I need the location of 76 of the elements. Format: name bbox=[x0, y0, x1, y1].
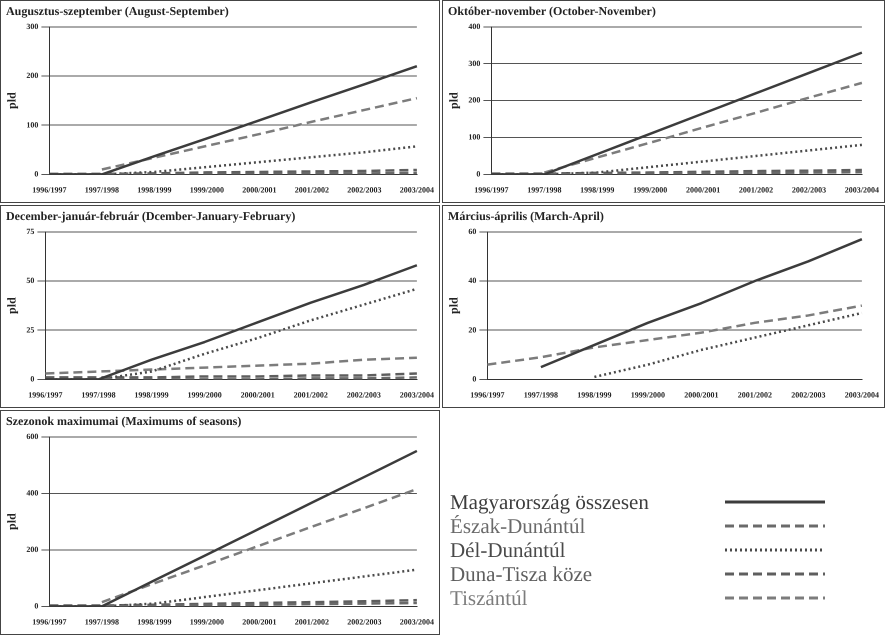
x-tick-label: 1998/1999 bbox=[134, 390, 169, 400]
y-tick-label: 25 bbox=[26, 325, 34, 334]
x-tick-label: 2003/2004 bbox=[400, 617, 434, 626]
x-tick-label: 1999/2000 bbox=[190, 185, 224, 194]
y-tick-label: 50 bbox=[26, 276, 34, 286]
y-tick-label: 40 bbox=[468, 276, 476, 286]
x-tick-label: 2003/2004 bbox=[844, 185, 880, 194]
x-tick-label: 1999/2000 bbox=[190, 617, 224, 626]
chart-title: Október-november (October-November) bbox=[448, 4, 657, 19]
text: Magyarország összesen bbox=[450, 490, 650, 514]
x-tick-label: 1997/1998 bbox=[527, 185, 562, 194]
x-tick-label: 2000/2001 bbox=[240, 390, 275, 400]
x-tick-label: 2002/2003 bbox=[791, 390, 826, 400]
x-tick-label: 2001/2002 bbox=[294, 185, 330, 194]
x-tick-label: 1996/1997 bbox=[32, 617, 67, 626]
x-tick-label: 1996/1997 bbox=[470, 390, 505, 400]
chart-title: December-január-február (Dcember-January-February) bbox=[6, 209, 296, 224]
y-axis-title: pld bbox=[446, 296, 460, 314]
x-tick-label: 2003/2004 bbox=[400, 390, 434, 400]
x-tick-label: 2001/2002 bbox=[294, 617, 330, 626]
x-tick-label: 2001/2002 bbox=[294, 390, 328, 400]
series-label: Dél-Dunántúl bbox=[450, 538, 566, 562]
x-tick-label: 2001/2002 bbox=[738, 185, 774, 194]
x-tick-label: 2000/2001 bbox=[242, 185, 277, 194]
y-tick-label: 600 bbox=[26, 432, 38, 441]
y-tick-label: 100 bbox=[468, 132, 480, 142]
y-tick-label: 20 bbox=[468, 325, 476, 334]
x-tick-label: 1996/1997 bbox=[28, 390, 63, 400]
x-tick-label: 2002/2003 bbox=[792, 185, 826, 194]
y-tick-label: 300 bbox=[26, 22, 38, 31]
y-tick-label: 60 bbox=[468, 226, 476, 236]
x-tick-label: 1997/1998 bbox=[81, 390, 116, 400]
y-tick-label: 400 bbox=[468, 22, 480, 31]
y-axis-title: pld bbox=[4, 92, 18, 109]
x-tick-label: 2003/2004 bbox=[844, 390, 880, 400]
x-tick-label: 1997/1998 bbox=[84, 617, 120, 626]
x-tick-label: 1998/1999 bbox=[137, 617, 172, 626]
x-tick-label: 1997/1998 bbox=[524, 390, 558, 400]
y-tick-label: 400 bbox=[26, 488, 38, 498]
y-tick-label: 75 bbox=[26, 226, 34, 236]
x-tick-label: 2000/2001 bbox=[686, 185, 720, 194]
x-tick-label: 2003/2004 bbox=[400, 185, 434, 194]
y-axis-title: pld bbox=[446, 92, 460, 109]
y-axis-title: pld bbox=[4, 512, 18, 530]
y-tick-label: 200 bbox=[26, 544, 38, 554]
y-tick-label: 0 bbox=[472, 374, 476, 384]
y-tick-label: 0 bbox=[34, 601, 38, 610]
x-tick-label: 1998/1999 bbox=[580, 185, 614, 194]
x-tick-label: 2002/2003 bbox=[346, 390, 381, 400]
x-tick-label: 1997/1998 bbox=[84, 185, 120, 194]
x-tick-label: 2000/2001 bbox=[684, 390, 719, 400]
chart-title: Augusztus-szeptember (August-September) bbox=[6, 4, 230, 19]
x-tick-label: 1999/2000 bbox=[187, 390, 222, 400]
y-tick-label: 0 bbox=[476, 169, 480, 178]
x-tick-label: 2002/2003 bbox=[347, 185, 382, 194]
x-tick-label: 1996/1997 bbox=[474, 185, 509, 194]
y-tick-label: 0 bbox=[30, 374, 34, 384]
y-tick-label: 200 bbox=[468, 96, 480, 105]
x-tick-label: 1999/2000 bbox=[630, 390, 666, 400]
x-tick-label: 1998/1999 bbox=[137, 185, 172, 194]
y-tick-label: 300 bbox=[468, 58, 480, 68]
x-tick-label: 2000/2001 bbox=[242, 617, 277, 626]
text: Tiszántúl bbox=[450, 586, 528, 610]
x-tick-label: 1996/1997 bbox=[32, 185, 67, 194]
text: Észak-Dunántúl bbox=[450, 514, 586, 538]
x-tick-label: 1998/1999 bbox=[577, 390, 612, 400]
y-axis-title: pld bbox=[4, 296, 18, 314]
y-tick-label: 0 bbox=[34, 169, 38, 178]
y-tick-label: 100 bbox=[26, 120, 38, 130]
x-tick-label: 2001/2002 bbox=[738, 390, 772, 400]
chart-title: Szezonok maximumai (Maximums of seasons) bbox=[6, 414, 242, 429]
chart-title: Március-április (March-April) bbox=[448, 209, 605, 224]
x-tick-label: 1999/2000 bbox=[633, 185, 668, 194]
series-label: Duna-Tisza köze bbox=[450, 562, 594, 586]
y-tick-label: 200 bbox=[26, 71, 38, 80]
x-tick-label: 2002/2003 bbox=[347, 617, 382, 626]
